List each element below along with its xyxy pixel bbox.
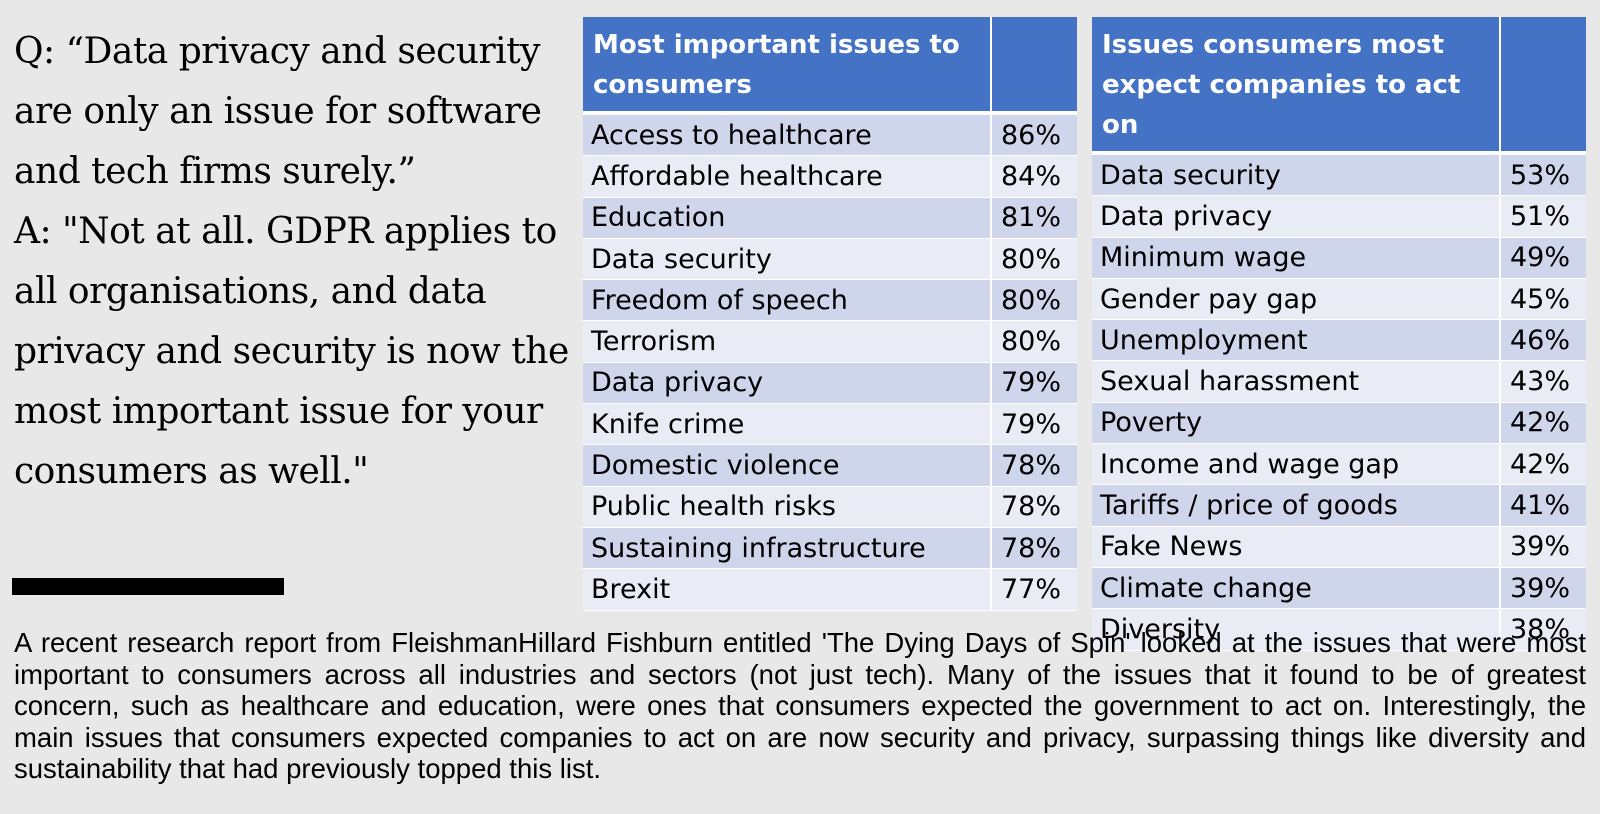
issue-cell: Sustaining infrastructure bbox=[583, 527, 992, 570]
table-row: Sustaining infrastructure 78% bbox=[583, 527, 1077, 570]
issue-cell: Data security bbox=[583, 238, 992, 281]
table-row: Data privacy 51% bbox=[1092, 196, 1586, 238]
issue-cell: Terrorism bbox=[583, 321, 992, 363]
issue-cell: Diversity bbox=[1092, 609, 1501, 651]
divider-bar bbox=[12, 578, 284, 595]
table-row: Gender pay gap 45% bbox=[1092, 278, 1586, 321]
table-row: Domestic violence 78% bbox=[583, 445, 1077, 487]
table-row: Data security 53% bbox=[1092, 155, 1586, 197]
percent-cell: 84% bbox=[992, 156, 1077, 198]
percent-cell: 42% bbox=[1501, 444, 1586, 486]
percent-cell: 79% bbox=[992, 362, 1077, 405]
table-row: Access to healthcare 86% bbox=[583, 115, 1077, 157]
percent-cell: 78% bbox=[992, 445, 1077, 487]
issue-cell: Data security bbox=[1092, 155, 1501, 197]
table-row: Freedom of speech 80% bbox=[583, 280, 1077, 322]
table-row: Education 81% bbox=[583, 197, 1077, 239]
table-row: Diversity 38% bbox=[1092, 609, 1586, 651]
issue-cell: Freedom of speech bbox=[583, 280, 992, 322]
table-header-row: Issues consumers most expect companies t… bbox=[1092, 17, 1586, 155]
issue-cell: Public health risks bbox=[583, 486, 992, 528]
caption-text: A recent research report from FleishmanH… bbox=[14, 627, 1586, 784]
table-row: Affordable healthcare 84% bbox=[583, 156, 1077, 198]
percent-cell: 81% bbox=[992, 197, 1077, 239]
issue-cell: Unemployment bbox=[1092, 320, 1501, 362]
table-row: Poverty 42% bbox=[1092, 402, 1586, 445]
table-header-title: Most important issues to consumers bbox=[583, 17, 992, 115]
table-row: Unemployment 46% bbox=[1092, 320, 1586, 362]
table-row: Tariffs / price of goods 41% bbox=[1092, 485, 1586, 527]
percent-cell: 39% bbox=[1501, 526, 1586, 568]
table-row: Climate change 39% bbox=[1092, 567, 1586, 610]
issue-cell: Gender pay gap bbox=[1092, 278, 1501, 321]
issue-cell: Minimum wage bbox=[1092, 237, 1501, 279]
issue-cell: Domestic violence bbox=[583, 445, 992, 487]
percent-cell: 80% bbox=[992, 238, 1077, 281]
percent-cell: 80% bbox=[992, 321, 1077, 363]
issue-cell: Tariffs / price of goods bbox=[1092, 485, 1501, 527]
issue-cell: Poverty bbox=[1092, 402, 1501, 445]
company-action-issues-table: Issues consumers most expect companies t… bbox=[1092, 17, 1586, 651]
table-row: Data security 80% bbox=[583, 238, 1077, 281]
issue-cell: Income and wage gap bbox=[1092, 444, 1501, 486]
percent-cell: 78% bbox=[992, 486, 1077, 528]
percent-cell: 39% bbox=[1501, 567, 1586, 610]
table-header-blank bbox=[1501, 17, 1586, 155]
table-row: Sexual harassment 43% bbox=[1092, 361, 1586, 403]
table-row: Data privacy 79% bbox=[583, 362, 1077, 405]
percent-cell: 49% bbox=[1501, 237, 1586, 279]
percent-cell: 51% bbox=[1501, 196, 1586, 238]
percent-cell: 46% bbox=[1501, 320, 1586, 362]
table-header-row: Most important issues to consumers bbox=[583, 17, 1077, 115]
percent-cell: 86% bbox=[992, 115, 1077, 157]
table-row: Knife crime 79% bbox=[583, 404, 1077, 446]
percent-cell: 78% bbox=[992, 527, 1077, 570]
qa-block: Q: “Data privacy and security are only a… bbox=[14, 22, 574, 502]
table-header-title: Issues consumers most expect companies t… bbox=[1092, 17, 1501, 155]
table-row: Brexit 77% bbox=[583, 569, 1077, 611]
table-row: Terrorism 80% bbox=[583, 321, 1077, 363]
percent-cell: 41% bbox=[1501, 485, 1586, 527]
percent-cell: 38% bbox=[1501, 609, 1586, 651]
percent-cell: 80% bbox=[992, 280, 1077, 322]
percent-cell: 53% bbox=[1501, 155, 1586, 197]
important-issues-table: Most important issues to consumers Acces… bbox=[583, 17, 1077, 611]
table-row: Fake News 39% bbox=[1092, 526, 1586, 568]
issue-cell: Access to healthcare bbox=[583, 115, 992, 157]
table-row: Public health risks 78% bbox=[583, 486, 1077, 528]
issue-cell: Climate change bbox=[1092, 567, 1501, 610]
percent-cell: 77% bbox=[992, 569, 1077, 611]
table-row: Minimum wage 49% bbox=[1092, 237, 1586, 279]
issue-cell: Affordable healthcare bbox=[583, 156, 992, 198]
percent-cell: 42% bbox=[1501, 402, 1586, 445]
issue-cell: Fake News bbox=[1092, 526, 1501, 568]
issue-cell: Data privacy bbox=[1092, 196, 1501, 238]
percent-cell: 43% bbox=[1501, 361, 1586, 403]
table-row: Income and wage gap 42% bbox=[1092, 444, 1586, 486]
question-text: Q: “Data privacy and security are only a… bbox=[14, 31, 542, 192]
issue-cell: Sexual harassment bbox=[1092, 361, 1501, 403]
percent-cell: 79% bbox=[992, 404, 1077, 446]
table-header-blank bbox=[992, 17, 1077, 115]
issue-cell: Education bbox=[583, 197, 992, 239]
percent-cell: 45% bbox=[1501, 278, 1586, 321]
issue-cell: Data privacy bbox=[583, 362, 992, 405]
issue-cell: Knife crime bbox=[583, 404, 992, 446]
answer-text: A: "Not at all. GDPR applies to all orga… bbox=[14, 211, 569, 492]
issue-cell: Brexit bbox=[583, 569, 992, 611]
